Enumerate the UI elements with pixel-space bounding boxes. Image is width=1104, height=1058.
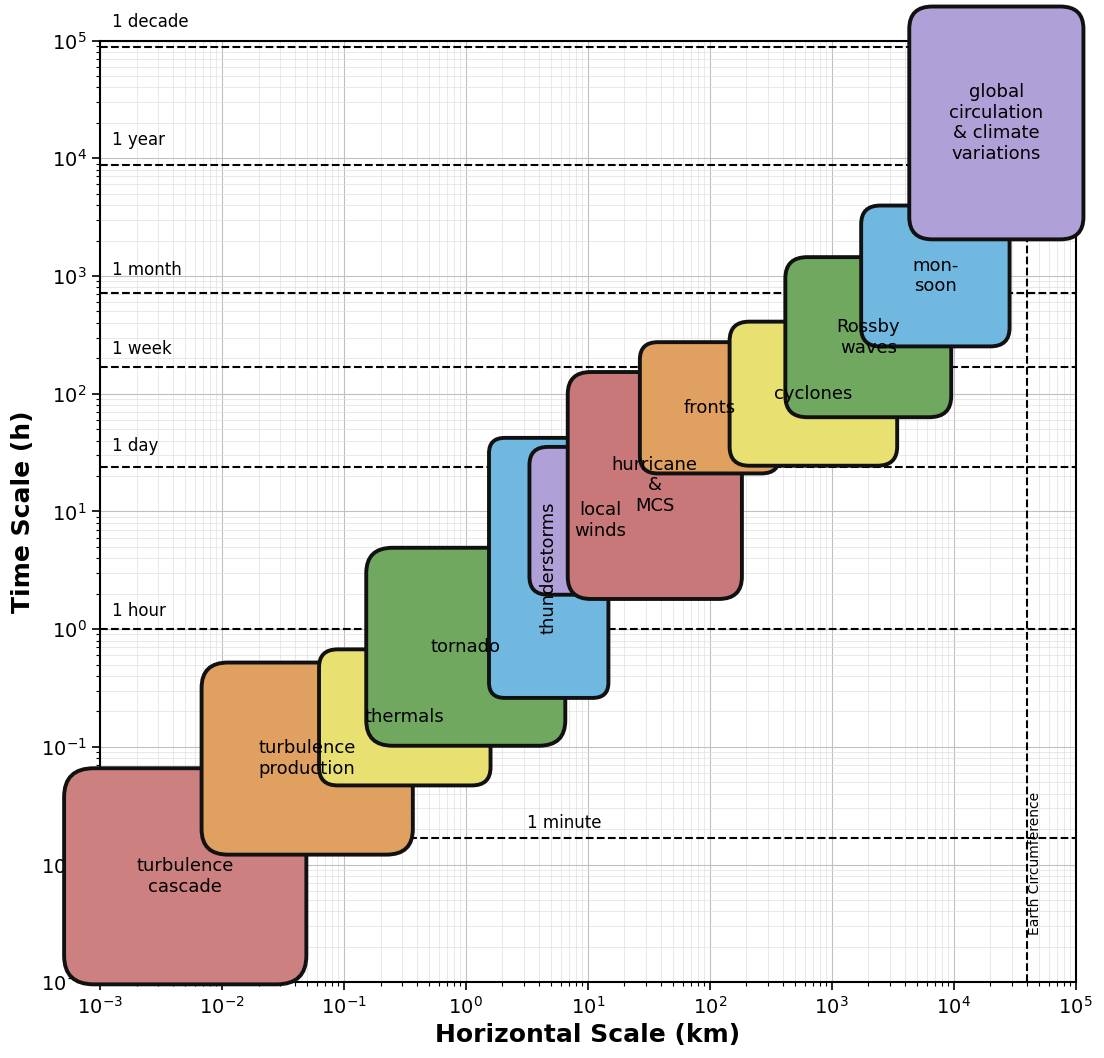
Text: Earth Circumference: Earth Circumference: [1028, 792, 1041, 935]
Text: tornado: tornado: [431, 638, 501, 656]
Text: thermals: thermals: [365, 709, 445, 727]
Text: hurricane
&
MCS: hurricane & MCS: [612, 456, 698, 515]
Text: Rossby
waves: Rossby waves: [837, 317, 900, 357]
Text: global
circulation
& climate
variations: global circulation & climate variations: [949, 83, 1043, 163]
Text: turbulence
production: turbulence production: [258, 740, 355, 778]
Text: 1 year: 1 year: [112, 131, 164, 149]
Text: 1 decade: 1 decade: [112, 13, 189, 31]
FancyBboxPatch shape: [785, 257, 952, 417]
FancyBboxPatch shape: [489, 438, 608, 698]
FancyBboxPatch shape: [910, 6, 1083, 239]
FancyBboxPatch shape: [567, 372, 742, 599]
FancyBboxPatch shape: [530, 446, 670, 595]
Text: cyclones: cyclones: [774, 385, 852, 403]
Text: 1 month: 1 month: [112, 261, 182, 279]
Text: 1 hour: 1 hour: [112, 602, 166, 620]
Text: thunderstorms: thunderstorms: [540, 501, 558, 634]
FancyBboxPatch shape: [64, 768, 306, 984]
Text: fronts: fronts: [683, 399, 735, 417]
FancyBboxPatch shape: [861, 205, 1009, 346]
Text: mon-
soon: mon- soon: [912, 257, 958, 295]
FancyBboxPatch shape: [202, 662, 413, 855]
Text: turbulence
cascade: turbulence cascade: [137, 857, 234, 896]
Text: 1 day: 1 day: [112, 437, 158, 455]
X-axis label: Horizontal Scale (km): Horizontal Scale (km): [435, 1023, 741, 1046]
FancyBboxPatch shape: [367, 548, 565, 746]
Text: 1 week: 1 week: [112, 341, 172, 359]
FancyBboxPatch shape: [730, 322, 898, 466]
Text: local
winds: local winds: [574, 501, 626, 541]
FancyBboxPatch shape: [319, 650, 490, 785]
Y-axis label: Time Scale (h): Time Scale (h): [11, 411, 35, 613]
FancyBboxPatch shape: [640, 342, 779, 473]
Text: 1 minute: 1 minute: [527, 814, 602, 832]
